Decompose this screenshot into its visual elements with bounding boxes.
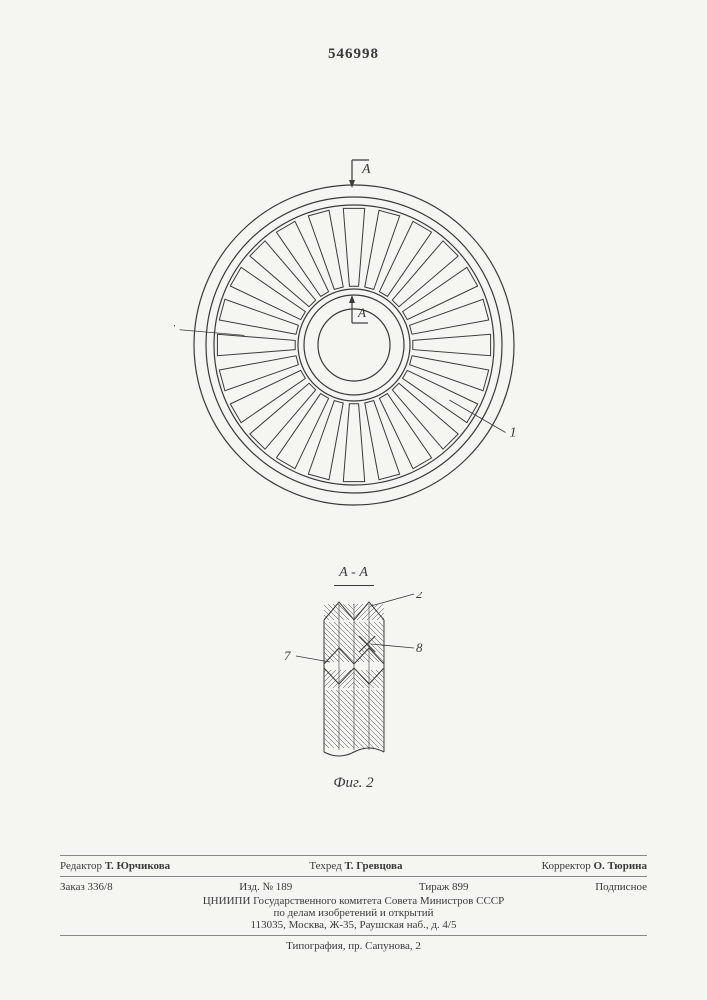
org-line1: ЦНИИПИ Государственного комитета Совета … (60, 895, 647, 907)
svg-text:7: 7 (174, 323, 176, 338)
printer: Типография, пр. Сапунова, 2 (60, 940, 647, 952)
org-line2: по делам изобретений и открытий (60, 907, 647, 919)
svg-text:A: A (361, 162, 371, 177)
order-no: Заказ 336/8 (60, 881, 113, 893)
section-underline (334, 585, 374, 586)
figure-caption: Фиг. 2 (279, 775, 429, 792)
svg-text:7: 7 (284, 648, 291, 663)
svg-text:1: 1 (509, 426, 516, 441)
tirazh: Тираж 899 (419, 881, 469, 893)
corrector: Корректор О. Тюрина (542, 860, 647, 872)
editor: Редактор Т. Юрчикова (60, 860, 170, 872)
svg-text:8: 8 (416, 640, 423, 655)
svg-text:A: A (357, 305, 366, 320)
colophon: Редактор Т. Юрчикова Техред Т. Гревцова … (60, 851, 647, 952)
section-label: А - А (279, 565, 429, 581)
svg-text:2: 2 (416, 592, 423, 601)
figure-top: A A 1 7 (174, 150, 534, 535)
org-address: 113035, Москва, Ж-35, Раушская наб., д. … (60, 919, 647, 931)
figure-bottom: А - А 2 7 8 Фиг. 2 (279, 565, 429, 792)
techred: Техред Т. Гревцова (309, 860, 402, 872)
patent-number: 546998 (328, 46, 379, 63)
subscription: Подписное (595, 881, 647, 893)
izd-no: Изд. № 189 (239, 881, 292, 893)
